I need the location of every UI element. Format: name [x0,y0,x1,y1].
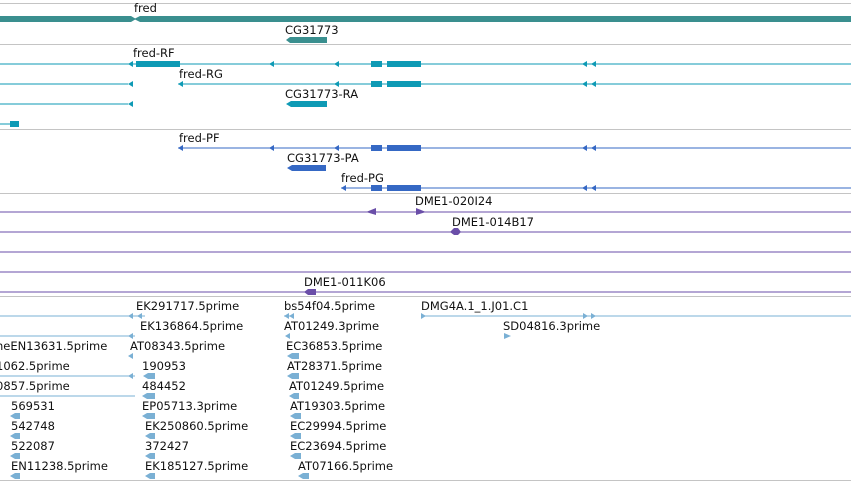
gene-label-cg31773: CG31773 [285,23,339,37]
clone-feature-dme1-011k06[interactable] [304,289,316,295]
clone-label-dme1-020i24: DME1-020I24 [415,194,493,208]
est-label: AT01249.3prime [284,319,379,333]
clone-feature-dme1-014b17[interactable] [450,228,461,235]
clone-feature-dme1-020i24[interactable] [366,208,426,215]
gene-feature-cg31773[interactable] [286,37,327,43]
clone-label-dme1-014b17: DME1-014B17 [452,215,534,229]
est-label: EN11238.5prime [11,459,108,473]
clone-lines [0,211,851,293]
est-label: 0857.5prime [0,379,70,393]
est-label: EC23694.5prime [290,439,386,453]
protein-feature-fred-pf[interactable] [178,145,851,151]
est-label: EK291717.5prime [136,299,239,313]
track-separators [0,3,851,481]
est-label: EC36853.5prime [286,339,382,353]
protein-label-cg31773-pa: CG31773-PA [287,151,359,165]
protein-label-fred-pf: fred-PF [179,131,220,145]
est-label: EC29994.5prime [290,419,386,433]
est-label: EK185127.5prime [145,459,248,473]
est-label: 190953 [142,359,186,373]
est-label: SD04816.3prime [503,319,600,333]
est-label: EK250860.5prime [145,419,248,433]
est-label: EP05713.3prime [142,399,237,413]
protein-feature-cg31773-pa[interactable] [287,165,326,171]
est-label: AT01249.5prime [289,379,384,393]
est-label: 1062.5prime [0,359,70,373]
gene-feature-fred[interactable] [0,16,851,22]
protein-label-fred-pg: fred-PG [341,171,384,185]
est-label: 372427 [145,439,189,453]
est-label: 522087 [11,439,55,453]
est-label: AT08343.5prime [130,339,225,353]
clone-label-dme1-011k06: DME1-011K06 [304,275,386,289]
est-features[interactable] [10,313,596,479]
est-label: 569531 [11,399,55,413]
est-label: EK136864.5prime [140,319,243,333]
est-label: AT07166.5prime [298,459,393,473]
gene-label-fred: fred [134,1,157,15]
protein-feature-fred-pg[interactable] [341,185,851,191]
transcript-feature-fred-rf[interactable] [0,61,851,67]
est-label: neEN13631.5prime [0,339,107,353]
est-lines [0,315,851,397]
transcript-label-fred-rg: fred-RG [179,67,223,81]
transcript-feature-partial[interactable] [0,121,19,127]
transcript-label-cg31773-ra: CG31773-RA [285,87,358,101]
transcript-feature-fred-rg[interactable] [0,81,851,87]
est-label: 542748 [11,419,55,433]
est-label: AT19303.5prime [290,399,385,413]
est-label: DMG4A.1_1.J01.C1 [421,299,528,313]
transcript-label-fred-rf: fred-RF [133,46,175,60]
est-label: bs54f04.5prime [284,299,375,313]
est-label: AT28371.5prime [287,359,382,373]
est-label: 484452 [142,379,186,393]
transcript-feature-cg31773-ra[interactable] [0,101,327,107]
